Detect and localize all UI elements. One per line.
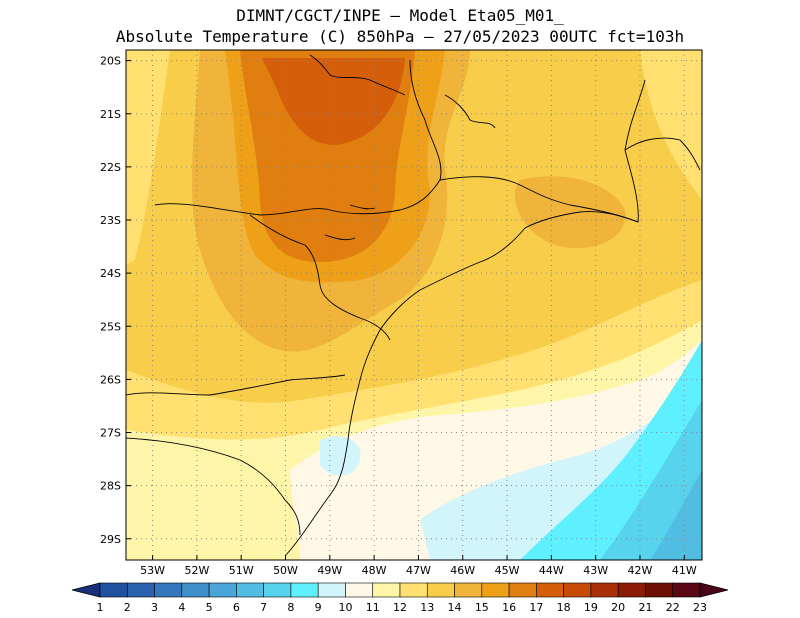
colorbar-swatch	[645, 582, 674, 598]
coastline-and-borders	[126, 54, 701, 557]
lat-tick-label: 25S	[100, 320, 121, 333]
colorbar-label: 9	[315, 601, 322, 614]
lat-tick-label: 26S	[100, 373, 121, 386]
lon-tick-label: 45W	[495, 564, 520, 577]
state-border-sc-rs	[126, 437, 301, 536]
colorbar-label: 6	[233, 601, 240, 614]
reservoir-lake	[324, 234, 356, 241]
colorbar-swatch	[481, 582, 510, 598]
lon-tick-label: 42W	[628, 564, 653, 577]
colorbar-high-arrow	[699, 582, 729, 598]
lat-tick-label: 24S	[100, 267, 121, 280]
lat-tick-label: 21S	[100, 108, 121, 121]
colorbar-label: 18	[557, 601, 571, 614]
reservoir-furnas	[444, 94, 496, 129]
colorbar-label: 15	[475, 601, 489, 614]
reservoir-lake-2	[349, 204, 376, 210]
colorbar-swatch	[99, 582, 128, 598]
state-border-sc-pr	[126, 374, 346, 396]
colorbar-label: 3	[151, 601, 158, 614]
colorbar-label: 11	[366, 601, 380, 614]
colorbar-label: 23	[693, 601, 707, 614]
river-tiete	[309, 54, 406, 96]
lon-tick-label: 41W	[672, 564, 697, 577]
lon-tick-label: 43W	[583, 564, 608, 577]
colorbar-swatch	[317, 582, 346, 598]
lon-tick-label: 44W	[539, 564, 564, 577]
lat-lon-gridlines	[126, 50, 702, 560]
lat-tick-label: 29S	[100, 533, 121, 546]
colorbar-label: 7	[260, 601, 267, 614]
colorbar-label: 17	[529, 601, 543, 614]
lon-tick-label: 48W	[362, 564, 387, 577]
colorbar-swatch	[454, 582, 483, 598]
colorbar-swatch	[426, 582, 455, 598]
lon-tick-label: 52W	[184, 564, 209, 577]
temperature-field	[126, 50, 702, 560]
lon-tick-label: 46W	[450, 564, 475, 577]
colorbar-swatch	[208, 582, 237, 598]
colorbar-label: 19	[584, 601, 598, 614]
colorbar-label: 10	[338, 601, 352, 614]
colorbar-label: 2	[124, 601, 131, 614]
colorbar-label: 14	[448, 601, 462, 614]
colorbar-swatch	[345, 582, 374, 598]
colorbar-label: 16	[502, 601, 516, 614]
lat-tick-label: 28S	[100, 480, 121, 493]
colorbar-swatch	[536, 582, 564, 598]
lat-tick-label: 22S	[100, 161, 121, 174]
colorbar-swatch	[508, 582, 537, 598]
colorbar-label: 13	[420, 601, 434, 614]
lon-tick-label: 50W	[273, 564, 298, 577]
colorbar-swatch	[236, 582, 264, 598]
latitude-axis: 20S 21S 22S 23S 24S 25S 26S 27S 28S 29S	[100, 55, 131, 546]
lon-tick-label: 49W	[317, 564, 342, 577]
map-frame	[125, 49, 703, 561]
colorbar-swatch	[563, 582, 592, 598]
colorbar-swatch	[672, 582, 701, 598]
lat-tick-label: 27S	[100, 427, 121, 440]
colorbar-label: 21	[638, 601, 652, 614]
field-region-11c-patch	[320, 436, 361, 476]
map-title-line2: Absolute Temperature (C) 850hPa – 27/05/…	[115, 27, 685, 46]
colorbar-swatch	[617, 582, 646, 598]
field-region-14c-west	[126, 50, 170, 265]
colorbar-label: 20	[611, 601, 625, 614]
state-border-sp-mg	[154, 59, 442, 216]
colorbar-low-arrow	[71, 582, 101, 598]
lat-tick-label: 23S	[100, 214, 121, 227]
colorbar-swatch	[399, 582, 428, 598]
longitude-axis: 53W 52W 51W 50W 49W 48W 47W 46W 45W 44W 43W 42W 41W	[140, 555, 697, 577]
colorbar-label: 1	[97, 601, 104, 614]
colorbar-swatch	[290, 582, 319, 598]
colorbar-swatch	[154, 582, 183, 598]
temperature-colorbar: 1 2 3 4 5 6 7 8 9 10 11 12 13 14 15 16 17 18 19 20 21 22 23	[71, 582, 729, 614]
state-border-mg-es	[624, 137, 701, 171]
map-title-line1: DIMNT/CGCT/INPE – Model Eta05_M01_	[236, 6, 564, 25]
field-region-8c	[650, 470, 702, 560]
colorbar-swatch	[181, 582, 210, 598]
lon-tick-label: 47W	[406, 564, 431, 577]
colorbar-label: 22	[666, 601, 680, 614]
state-border-sp-mg-east	[439, 79, 646, 223]
colorbar-label: 4	[178, 601, 185, 614]
field-region-16c-east	[514, 176, 626, 249]
state-border-pr-sp	[249, 214, 391, 341]
lon-tick-label: 51W	[229, 564, 254, 577]
colorbar-swatch	[126, 582, 155, 598]
lat-tick-label: 20S	[100, 55, 121, 68]
colorbar-label: 12	[393, 601, 407, 614]
colorbar-label: 5	[206, 601, 213, 614]
lon-tick-label: 53W	[140, 564, 165, 577]
coastline	[284, 211, 639, 557]
colorbar-swatch	[372, 582, 401, 598]
colorbar-label: 8	[287, 601, 294, 614]
field-region-14c-east	[640, 50, 702, 200]
colorbar-swatch	[590, 582, 619, 598]
colorbar-swatch	[263, 582, 292, 598]
